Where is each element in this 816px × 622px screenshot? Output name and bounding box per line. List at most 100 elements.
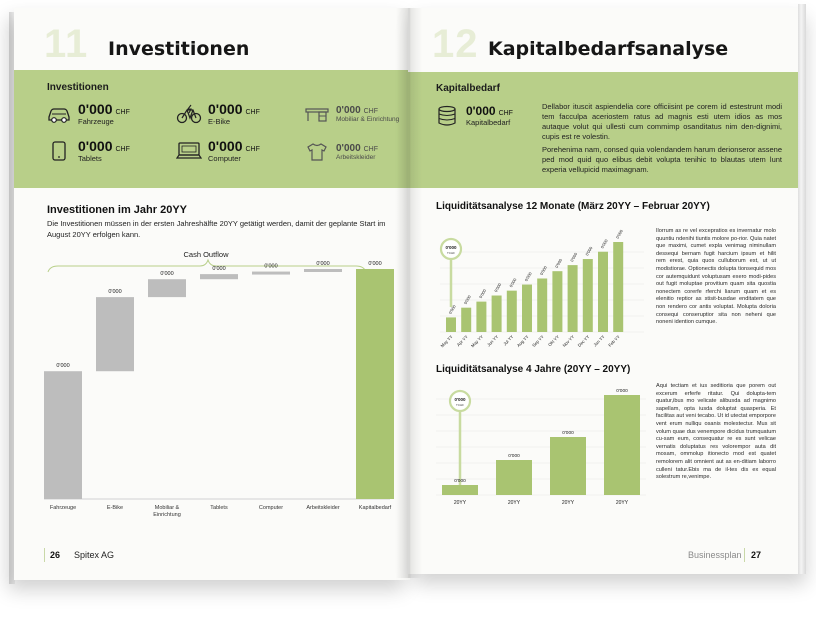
month-bar <box>598 251 608 332</box>
bracket-label: Cash Outflow <box>183 250 229 259</box>
month-label: Dec YY <box>577 334 591 348</box>
month-label: Apr YY <box>456 334 469 347</box>
chart2-title: Liquiditätsanalyse 4 Jahre (20YY – 20YY) <box>436 364 631 375</box>
investment-label: Arbeitskleider <box>336 154 376 161</box>
bar-value-label: 0'000 <box>616 388 628 394</box>
currency-label: CHF <box>363 146 379 153</box>
bar-value-label: 0'000 <box>584 245 594 257</box>
bar-value-label: 0'000 <box>508 277 518 289</box>
investment-value: 0'000 <box>208 138 243 154</box>
highlight-unit: TCHF <box>447 251 455 255</box>
bar-value-label: 0'000 <box>524 271 534 283</box>
cash-outflow-bracket <box>47 258 367 273</box>
car-icon <box>46 103 72 125</box>
bar-value-label: 0'000 <box>615 228 625 240</box>
kapital-band <box>408 72 800 188</box>
year-bar <box>496 460 532 495</box>
investment-item-tablets: 0'000 CHF Tablets <box>46 138 130 163</box>
investment-band <box>14 70 410 188</box>
spine-shadow <box>396 8 422 578</box>
month-bar <box>491 295 502 332</box>
bar-value-label: 0'000 <box>212 266 225 272</box>
highlight-value: 0'000 <box>454 397 466 402</box>
month-bar <box>552 271 563 332</box>
month-label: Jul YY <box>502 334 514 346</box>
category-label: Fahrzeuge <box>50 505 76 511</box>
chart2-description: Aqui tectiam et ius seditioria que porem… <box>656 383 776 481</box>
investment-value: 0'000 <box>208 101 243 117</box>
waterfall-chart: Cash Outflow 0'000 Fahrzeuge 0'000 E-Bike 0'0… <box>44 250 394 518</box>
ebike-icon <box>176 103 202 125</box>
bar-value-label: 0'000 <box>368 261 381 267</box>
investment-value: 0'000 <box>78 138 113 154</box>
month-bar <box>567 265 578 332</box>
section-text: Die Investitionen müssen in der ersten J… <box>47 219 386 239</box>
highlight-value: 0'000 <box>445 245 457 250</box>
month-label: Okt YY <box>547 334 560 347</box>
bar-value-label: 0'000 <box>600 238 610 250</box>
investment-item-ebike: 0'000 CHF E-Bike <box>176 101 260 126</box>
currency-label: CHF <box>245 146 260 153</box>
bar-value-label: 0'000 <box>493 281 503 293</box>
bar-value-label: 0'000 <box>448 303 458 315</box>
waterfall-bar <box>252 271 290 275</box>
chapter-number: 12 <box>432 22 479 66</box>
shirt-icon <box>304 141 330 163</box>
year-label: 20YY <box>616 500 629 506</box>
waterfall-bar <box>200 274 238 280</box>
band-paragraph-1: Dellabor ituscit aspiendelia core offici… <box>542 102 782 141</box>
bar-value-label: 0'000 <box>539 264 549 276</box>
currency-label: CHF <box>245 109 260 116</box>
page-edge-right <box>798 4 806 574</box>
month-label: Jun YY <box>486 334 499 347</box>
month-bar <box>506 290 517 332</box>
footer-divider <box>44 548 45 562</box>
investment-label: E-Bike <box>208 117 231 126</box>
year-label: 20YY <box>562 500 575 506</box>
investment-label: Mobiliar & Einrichtung <box>336 116 400 123</box>
bar-value-label: 0'000 <box>478 288 488 300</box>
month-label: Aug YY <box>516 334 530 348</box>
month-label: Sep YY <box>531 334 545 348</box>
page-number: 26 <box>50 550 61 560</box>
month-bar <box>613 242 624 332</box>
waterfall-bar <box>356 269 394 499</box>
month-bar <box>537 278 548 332</box>
month-bar <box>446 317 456 332</box>
footer-divider <box>744 548 745 562</box>
currency-label: CHF <box>363 108 379 115</box>
footer-section: Businessplan <box>688 550 742 560</box>
kapital-summary: 0'000 CHF Kapitalbedarf <box>434 104 513 127</box>
chapter-title: Kapitalbedarfsanalyse <box>488 38 729 60</box>
month-bar <box>476 301 487 332</box>
investment-label: Fahrzeuge <box>78 117 114 126</box>
category-label: Tablets <box>210 505 228 511</box>
waterfall-bar <box>148 279 186 298</box>
company-name: Spitex AG <box>74 550 115 560</box>
year-label: 20YY <box>454 500 467 506</box>
month-bar <box>582 259 593 332</box>
bar-value-label: 0'000 <box>56 363 69 369</box>
category-label: Arbeitskleider <box>306 505 339 511</box>
investment-item-arbeitskleider: 0'000 CHF Arbeitskleider <box>304 141 378 163</box>
currency-label: CHF <box>115 146 130 153</box>
investment-item-mobiliar: 0'000 CHF Mobiliar & Einrichtung <box>304 103 399 125</box>
month-label: Jan YY <box>592 334 605 347</box>
bar-value-label: 0'000 <box>160 271 173 277</box>
bar-value-label: 0'000 <box>562 430 574 436</box>
band-label: Kapitalbedarf <box>436 83 500 94</box>
year-bar <box>550 437 586 495</box>
section-title: Investitionen im Jahr 20YY <box>47 204 187 216</box>
chart1-title: Liquiditätsanalyse 12 Monate (März 20YY … <box>436 201 710 212</box>
computer-icon <box>175 140 203 162</box>
category-label: Kapitalbedarf <box>359 505 392 511</box>
yearly-liquidity-chart: 0'000TCHF0'00020YY0'00020YY0'00020YY0'00… <box>436 388 646 506</box>
month-bar <box>461 307 472 332</box>
chapter-title: Investitionen <box>108 38 250 60</box>
kapital-label: Kapitalbedarf <box>466 118 511 127</box>
investment-value: 0'000 <box>78 101 113 117</box>
waterfall-bar <box>304 269 342 272</box>
month-label: Feb YY <box>607 334 621 348</box>
investment-label: Tablets <box>78 154 102 163</box>
